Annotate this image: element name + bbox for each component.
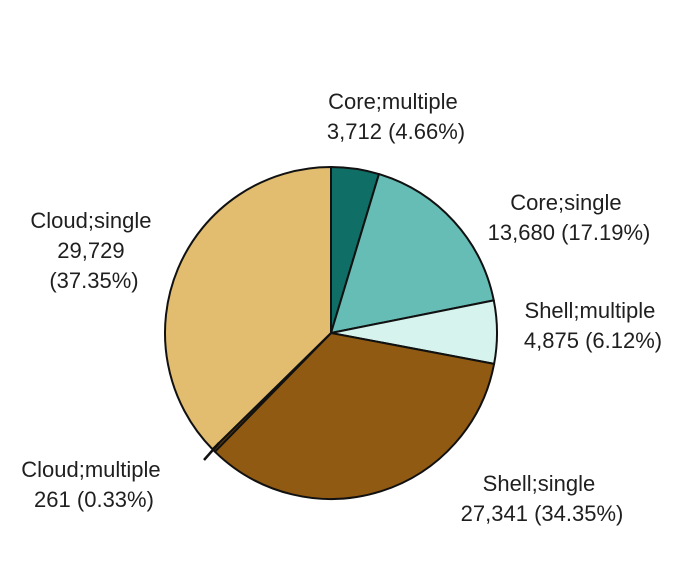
label-core-multiple-percent: (4.66%): [388, 119, 465, 144]
label-core-multiple-count: 3,712: [327, 119, 382, 144]
label-shell-single-category: Shell;single: [483, 471, 596, 496]
label-cloud-single-percent: (37.35%): [49, 268, 138, 293]
label-core-single-category: Core;single: [510, 190, 621, 215]
label-shell-single-count: 27,341: [461, 501, 528, 526]
label-cloud-single-category: Cloud;single: [30, 208, 151, 233]
label-shell-multiple-percent: (6.12%): [585, 328, 662, 353]
label-cloud-multiple-count: 261: [34, 487, 71, 512]
label-cloud-multiple-percent: (0.33%): [77, 487, 154, 512]
label-shell-multiple-count: 4,875: [524, 328, 579, 353]
label-cloud-multiple-category: Cloud;multiple: [21, 457, 160, 482]
label-cloud-single: Cloud;single 29,729 (37.35%): [30, 208, 157, 293]
label-shell-multiple-category: Shell;multiple: [525, 298, 656, 323]
label-shell-multiple: Shell;multiple 4,875 (6.12%): [524, 298, 662, 353]
label-shell-single: Shell;single 27,341 (34.35%): [461, 471, 624, 526]
pie-slices: [164, 166, 498, 500]
label-cloud-multiple: Cloud;multiple 261 (0.33%): [21, 457, 167, 512]
label-cloud-single-count: 29,729: [57, 238, 124, 263]
label-shell-single-percent: (34.35%): [534, 501, 623, 526]
label-core-single-percent: (17.19%): [561, 220, 650, 245]
label-core-multiple: Core;multiple 3,712 (4.66%): [327, 89, 465, 144]
pie-slice-core-single: [330, 173, 495, 334]
label-core-multiple-category: Core;multiple: [328, 89, 458, 114]
pie-slice-cloud-single: [164, 166, 332, 451]
pie-slice-shell-single: [213, 332, 496, 500]
cloud-multiple-leader-line: [203, 442, 220, 461]
label-core-single: Core;single 13,680 (17.19%): [488, 190, 651, 245]
label-core-single-count: 13,680: [488, 220, 555, 245]
